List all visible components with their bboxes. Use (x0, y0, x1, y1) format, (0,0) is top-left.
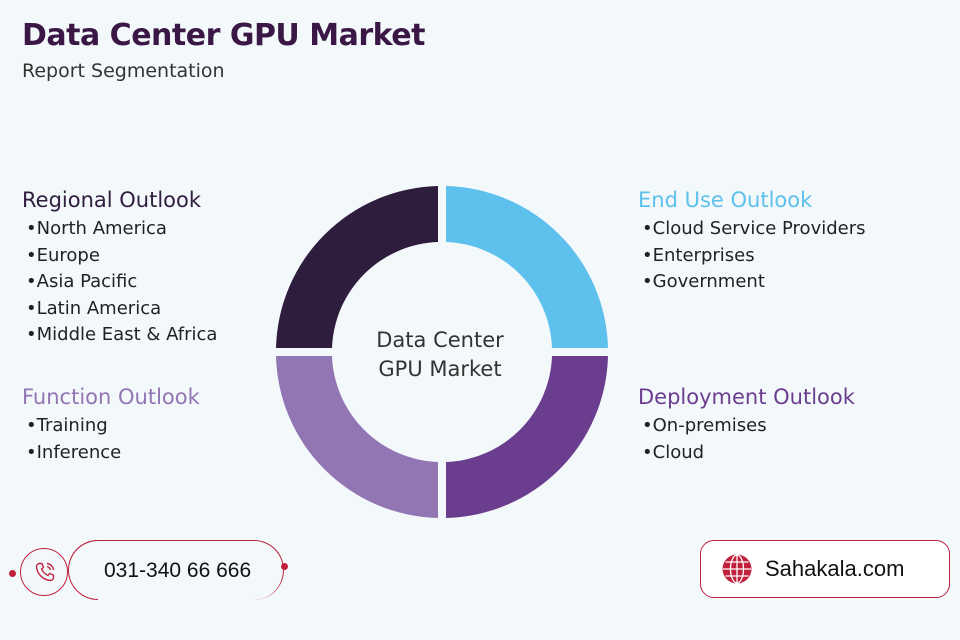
list-item: Europe (22, 243, 217, 270)
regional-outlook-group: Regional Outlook North America Europe As… (22, 188, 217, 349)
donut-segment-deployment (446, 356, 608, 518)
list-item: Cloud (638, 440, 855, 467)
donut-segment-end-use (446, 186, 608, 348)
donut-segment-regional (276, 186, 438, 348)
donut-segment-function (276, 356, 438, 518)
center-label-line-2: GPU Market (378, 357, 502, 381)
phone-number[interactable]: 031-340 66 666 (104, 559, 252, 582)
list-item: On-premises (638, 413, 855, 440)
list-item: Middle East & Africa (22, 322, 218, 349)
end-use-outlook-title: End Use Outlook (638, 188, 813, 212)
list-item: Latin America (22, 296, 217, 323)
page-title: Data Center GPU Market (22, 18, 425, 53)
phone-circle (20, 548, 68, 596)
segmentation-donut (276, 186, 608, 518)
phone-contact[interactable]: 031-340 66 666 (6, 540, 296, 602)
list-item: Asia Pacific (22, 269, 217, 296)
regional-outlook-title: Regional Outlook (22, 188, 202, 212)
website-text[interactable]: Sahakala.com (765, 556, 905, 581)
list-item: Government (638, 269, 866, 296)
globe-icon (722, 554, 752, 584)
list-item: North America (22, 216, 217, 243)
center-label-line-1: Data Center (376, 328, 504, 352)
phone-icon (35, 562, 55, 582)
function-outlook-title: Function Outlook (22, 385, 200, 409)
decor-dot (281, 563, 288, 570)
end-use-outlook-group: End Use Outlook Cloud Service Providers … (638, 188, 866, 296)
list-item: Training (22, 413, 200, 440)
decor-dot (9, 570, 16, 577)
donut-center-label: Data Center GPU Market (340, 326, 540, 384)
list-item: Enterprises (638, 243, 866, 270)
deployment-outlook-title: Deployment Outlook (638, 385, 855, 409)
list-item: Cloud Service Providers (638, 216, 866, 243)
page-subtitle: Report Segmentation (22, 60, 225, 82)
list-item: Inference (22, 440, 200, 467)
deployment-outlook-group: Deployment Outlook On-premises Cloud (638, 385, 855, 466)
website-link[interactable]: Sahakala.com (700, 540, 950, 598)
phone-pill-outline (68, 540, 284, 600)
function-outlook-group: Function Outlook Training Inference (22, 385, 200, 466)
